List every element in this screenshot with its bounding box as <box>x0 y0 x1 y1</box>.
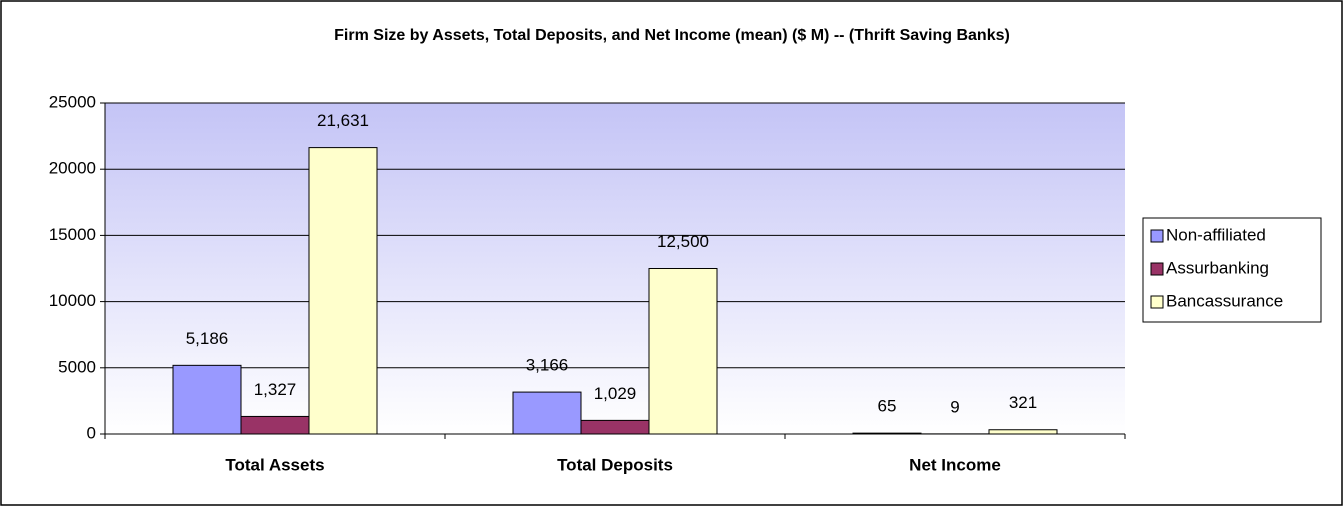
legend-swatch <box>1150 262 1164 276</box>
bar <box>988 429 1058 435</box>
chart-title: Firm Size by Assets, Total Deposits, and… <box>334 27 1010 44</box>
y-tick-label: 20000 <box>49 159 96 178</box>
value-label: 321 <box>1009 393 1037 412</box>
x-tick-label: Total Deposits <box>557 455 673 474</box>
y-tick-label: 0 <box>87 423 96 442</box>
value-label: 1,327 <box>254 380 297 399</box>
value-label: 1,029 <box>594 384 637 403</box>
value-label: 12,500 <box>657 232 709 251</box>
bar <box>512 391 582 435</box>
y-tick-label: 25000 <box>49 92 96 111</box>
plot-area <box>105 103 1125 434</box>
value-label: 21,631 <box>317 111 369 130</box>
y-tick-label: 10000 <box>49 291 96 310</box>
bar <box>648 268 718 435</box>
x-tick-label: Net Income <box>909 455 1001 474</box>
value-label: 5,186 <box>186 329 229 348</box>
value-label: 3,166 <box>526 356 569 375</box>
y-tick-label: 5000 <box>58 357 96 376</box>
x-tick-label: Total Assets <box>225 455 324 474</box>
legend-label: Non-affiliated <box>1166 225 1266 244</box>
legend-swatch <box>1150 229 1164 243</box>
legend-label: Assurbanking <box>1166 258 1269 277</box>
legend-label: Bancassurance <box>1166 291 1283 310</box>
bar <box>172 364 242 435</box>
value-label: 9 <box>950 397 959 416</box>
bar <box>852 432 922 435</box>
value-label: 65 <box>878 397 897 416</box>
bar <box>308 147 378 435</box>
legend <box>1142 217 1322 323</box>
y-tick-label: 15000 <box>49 225 96 244</box>
legend-swatch <box>1150 295 1164 309</box>
bar <box>240 415 310 435</box>
bar <box>580 419 650 435</box>
